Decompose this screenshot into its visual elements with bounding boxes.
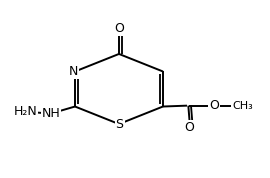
- Text: H₂N: H₂N: [14, 105, 38, 118]
- Text: O: O: [209, 99, 219, 112]
- Text: N: N: [69, 65, 78, 78]
- Text: NH: NH: [42, 107, 60, 120]
- Text: O: O: [185, 121, 195, 134]
- Text: CH₃: CH₃: [232, 101, 253, 111]
- Text: O: O: [114, 22, 124, 35]
- Text: S: S: [116, 118, 123, 131]
